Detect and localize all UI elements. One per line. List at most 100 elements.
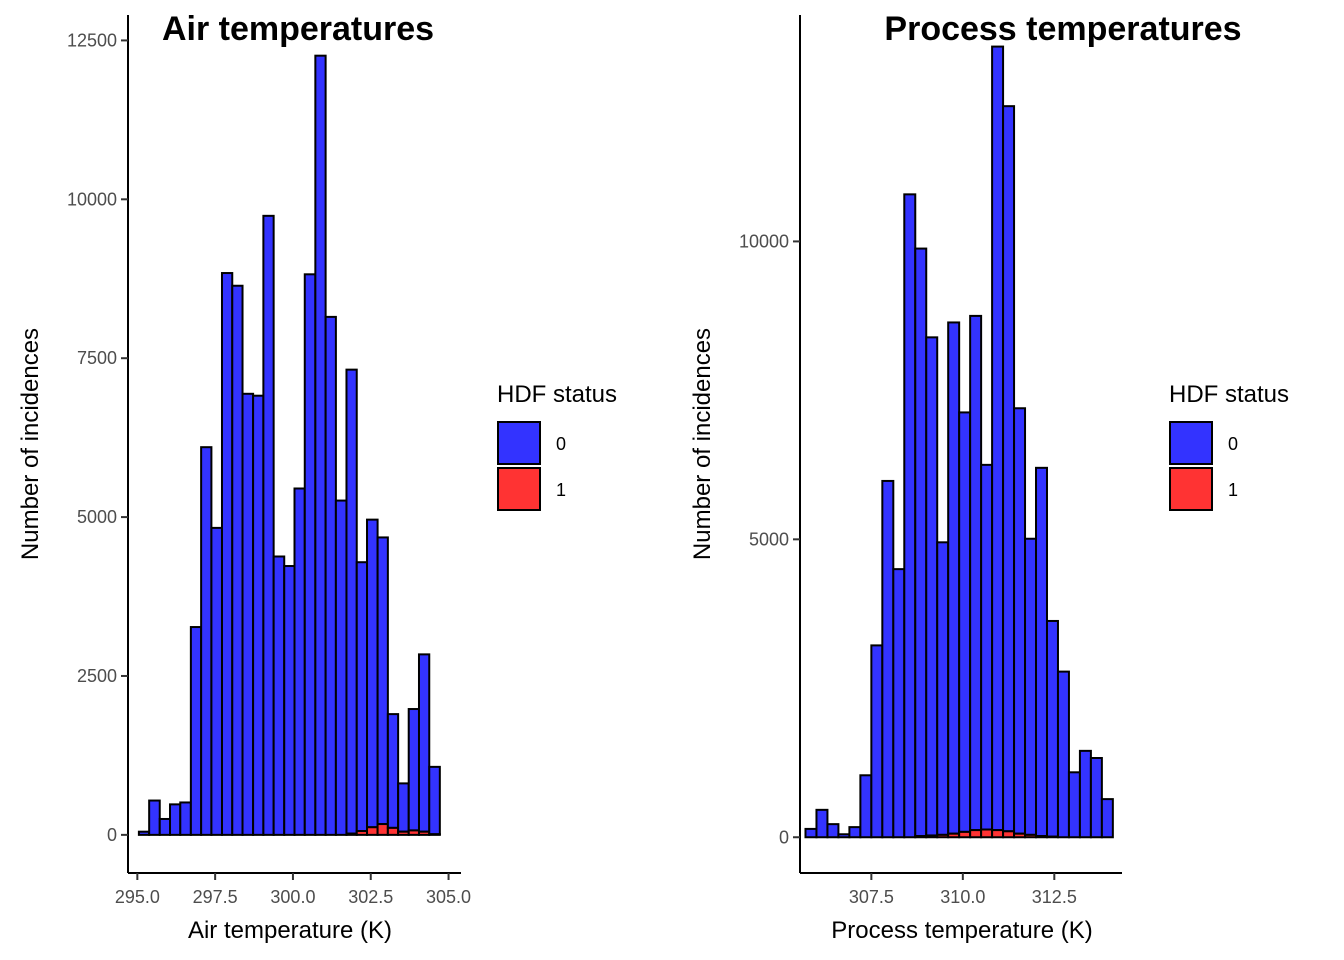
process-bar-hdf1 [914,835,928,839]
air-bar-hdf0 [252,394,265,836]
process-bar-hdf0 [1035,466,1048,838]
process-bar-hdf1 [1035,835,1048,839]
air-bar-hdf0 [210,526,223,836]
process-bar-hdf0 [947,321,961,835]
process-bar-hdf1 [1045,835,1059,839]
process-legend-label-1: 1 [1228,480,1238,500]
process-bar-hdf0 [1078,749,1092,839]
process-bar-hdf0 [892,568,906,839]
process-bar-hdf0 [991,45,1005,832]
air-bar-hdf0 [220,272,234,836]
process-bar-hdf1 [947,832,961,839]
process-bar-hdf1 [1024,833,1038,839]
air-bar-hdf0 [293,487,306,836]
process-bar-hdf0 [848,826,862,839]
air-bar-hdf0 [231,284,244,836]
air-x-tick-label: 305.0 [426,887,471,907]
air-bar-hdf1 [417,830,431,836]
process-bar-hdf0 [1056,670,1070,839]
process-bar-hdf0 [1045,619,1059,838]
process-x-tick-label: 312.5 [1032,887,1077,907]
air-bar-hdf0 [169,803,182,836]
air-legend: HDF status 0 1 [497,381,617,511]
air-y-tick-label: 10000 [67,189,117,209]
air-axes: 0 2500 5000 7500 10000 12500 295.0 297.5 300.0 30… [67,15,471,907]
air-x-tick-label: 295.0 [115,887,160,907]
air-x-tick-label: 297.5 [193,887,238,907]
process-plot-title: Process temperatures [884,10,1241,48]
air-legend-label-0: 0 [556,434,566,454]
air-bar-hdf0 [355,561,369,833]
process-bar-hdf0 [826,823,840,839]
process-bar-hdf0 [958,411,972,833]
air-temperature-panel: Air temperatures 0 2500 5000 7500 10000 12500… [17,10,617,944]
process-bar-hdf0 [815,808,829,839]
process-bar-hdf0 [914,247,928,838]
air-x-axis-title: Air temperature (K) [188,917,392,944]
process-bar-hdf1 [936,833,950,839]
process-bars [804,45,1114,839]
process-bar-hdf1 [969,829,983,839]
process-bar-hdf0 [881,479,895,839]
air-bar-hdf0 [200,446,213,836]
air-legend-key-0 [497,421,541,465]
air-bar-hdf0 [303,273,317,836]
air-y-tick-label: 7500 [77,348,117,368]
process-bar-hdf0 [969,314,983,832]
process-axes: 0 5000 10000 307.5 310.0 312.5 [739,15,1122,907]
air-plot-title: Air temperatures [162,10,434,48]
air-bar-hdf0 [137,830,151,836]
process-legend-label-0: 0 [1228,434,1238,454]
process-bar-hdf0 [870,644,884,839]
air-bar-hdf0 [324,315,337,836]
process-bar-hdf0 [1002,105,1016,833]
process-bar-hdf0 [837,833,851,839]
air-y-tick-label: 12500 [67,30,117,50]
air-bar-hdf0 [345,368,358,835]
process-x-tick-label: 307.5 [849,887,894,907]
process-bar-hdf1 [925,834,939,839]
air-legend-label-1: 1 [556,480,566,500]
air-bar-hdf1 [428,833,441,836]
air-bar-hdf0 [397,782,410,833]
process-x-axis-title: Process temperature (K) [831,917,1092,944]
process-y-tick-label: 0 [779,827,789,847]
process-legend: HDF status 0 1 [1169,381,1289,511]
process-bar-hdf0 [1089,757,1103,839]
process-legend-key-0 [1169,421,1213,465]
air-y-tick-label: 2500 [77,666,117,686]
air-y-tick-label: 0 [107,825,117,845]
air-bar-hdf0 [428,765,441,836]
process-bar-hdf0 [1013,407,1027,835]
process-temperature-panel: Process temperatures 0 5000 10000 307.5 310.… [689,10,1289,944]
air-y-axis-title: Number of incidences [17,328,44,560]
air-bar-hdf0 [314,54,327,836]
air-bar-hdf0 [417,653,431,833]
air-x-tick-label: 302.5 [348,887,393,907]
process-bar-hdf0 [1100,798,1114,839]
process-bar-hdf0 [1067,771,1081,839]
air-bar-hdf0 [262,214,275,836]
air-bar-hdf0 [158,817,172,836]
air-bar-hdf0 [272,555,286,836]
air-bar-hdf1 [376,823,389,836]
process-bar-hdf1 [1002,830,1016,839]
process-x-tick-label: 310.0 [940,887,985,907]
air-bar-hdf0 [386,713,400,829]
process-legend-key-1 [1169,467,1213,511]
air-bar-hdf0 [179,801,192,836]
air-bar-hdf0 [148,799,161,836]
air-bar-hdf1 [407,829,420,836]
process-y-tick-label: 10000 [739,231,789,251]
process-y-tick-label: 5000 [749,529,789,549]
air-legend-key-1 [497,467,541,511]
process-bar-hdf0 [980,463,994,831]
process-bar-hdf0 [936,541,950,836]
process-legend-title: HDF status [1169,381,1289,408]
air-bar-hdf1 [366,826,379,836]
process-bar-hdf0 [925,336,939,837]
process-bar-hdf0 [903,193,917,839]
air-bar-hdf0 [366,518,379,829]
air-x-tick-label: 300.0 [270,887,315,907]
air-y-tick-label: 5000 [77,507,117,527]
